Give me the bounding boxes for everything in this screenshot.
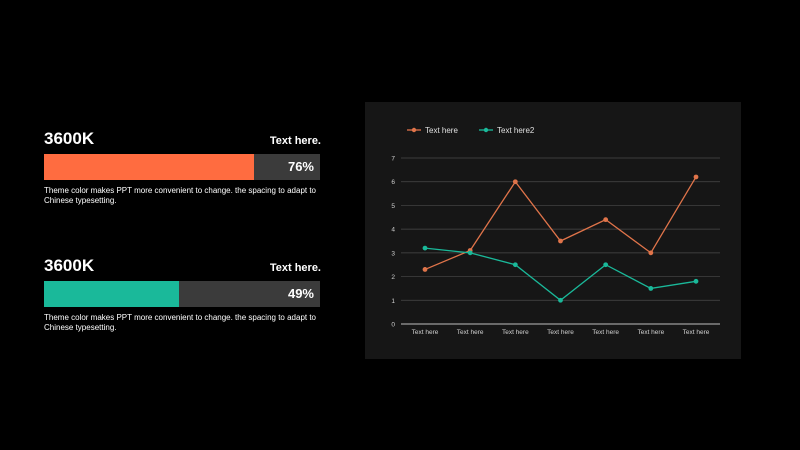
data-point: [467, 250, 473, 256]
stat-value: 3600K: [44, 256, 95, 275]
x-tick-label: Text here: [457, 329, 484, 336]
progress-fill: [44, 154, 254, 180]
data-point: [512, 179, 518, 185]
progress-bar: 76%: [44, 154, 320, 180]
data-point: [648, 286, 654, 291]
y-tick-label: 4: [391, 227, 395, 234]
x-tick-label: Text here: [592, 329, 619, 336]
stat-label: Text here.: [269, 135, 321, 147]
data-point: [558, 238, 563, 244]
x-tick-label: Text here: [412, 329, 439, 336]
legend-marker: [483, 127, 489, 133]
data-point: [422, 267, 428, 272]
stat-block-2: 3600K Text here. 49% Theme color makes P…: [44, 252, 321, 333]
data-point: [422, 245, 428, 251]
y-tick-label: 5: [391, 203, 395, 210]
x-tick-label: Text here: [502, 329, 529, 336]
stat-block-1: 3600K Text here. 76% Theme color makes P…: [44, 125, 321, 206]
y-tick-label: 3: [391, 250, 395, 257]
series-line: [424, 176, 697, 271]
line-chart: 0 1 2 3 4 5 6 7 Text here Text here Text here Text …: [391, 126, 720, 336]
data-point: [648, 250, 654, 256]
progress-percent: 49%: [287, 286, 314, 301]
x-tick-label: Text here: [683, 329, 710, 336]
stat-label: Text here.: [269, 262, 321, 274]
y-tick-label: 1: [391, 298, 395, 305]
data-point: [512, 262, 518, 268]
data-point: [693, 174, 699, 180]
y-tick-label: 2: [391, 274, 395, 281]
y-tick-label: 6: [391, 179, 395, 186]
x-tick-label: Text here: [637, 329, 664, 336]
data-point: [558, 297, 563, 303]
legend-label: Text here: [425, 126, 458, 135]
progress-fill: [44, 281, 180, 307]
data-point: [603, 217, 609, 223]
progress-bar: 49%: [44, 281, 320, 307]
y-tick-label: 7: [391, 156, 395, 163]
line-chart-panel: 0 1 2 3 4 5 6 7 Text here Text here Text here Text …: [365, 102, 741, 359]
progress-percent: 76%: [287, 159, 314, 174]
stat-header: 3600K Text here.: [44, 252, 321, 276]
stat-description: Theme color makes PPT more convenient to…: [44, 186, 317, 205]
stat-description: Theme color makes PPT more convenient to…: [44, 313, 317, 332]
y-tick-label: 0: [391, 322, 395, 329]
data-point: [693, 278, 699, 284]
stat-value: 3600K: [44, 129, 95, 148]
series-line: [424, 247, 697, 302]
x-tick-label: Text here: [547, 329, 574, 336]
data-point: [603, 262, 609, 268]
legend-label: Text here2: [497, 126, 535, 135]
legend-marker: [411, 127, 417, 133]
stat-header: 3600K Text here.: [44, 125, 321, 149]
